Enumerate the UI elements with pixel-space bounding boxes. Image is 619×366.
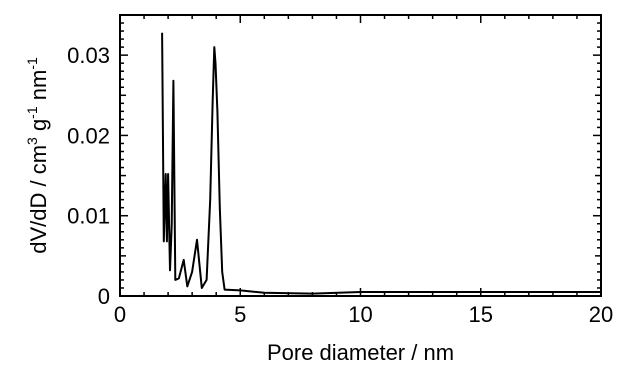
y-tick-label: 0.01: [67, 204, 110, 229]
y-axis-title-part: dV/dD / cm: [26, 145, 51, 254]
y-axis-title-part: nm: [26, 70, 51, 107]
plot-frame-group: [119, 14, 602, 297]
y-axis-title-superscript: -1: [24, 106, 40, 119]
y-tick-label: 0.02: [67, 123, 110, 148]
x-tick-label: 20: [589, 302, 613, 327]
y-tick-label: 0.03: [67, 43, 110, 68]
y-axis-title: dV/dD / cm3 g-1 nm-1: [24, 57, 51, 254]
x-tick-label: 5: [234, 302, 246, 327]
x-tick-label: 15: [469, 302, 493, 327]
x-axis-title: Pore diameter / nm: [267, 340, 454, 365]
y-axis-title-superscript: 3: [24, 137, 40, 145]
x-tick-label: 10: [348, 302, 372, 327]
series-line: [161, 32, 601, 295]
y-axis-title-superscript: -1: [24, 57, 40, 70]
y-axis-ticks: 0 0.01 0.02 0.03: [67, 14, 601, 309]
series-group: [161, 32, 601, 295]
y-axis-title-part: g: [26, 119, 51, 137]
y-tick-label: 0: [98, 284, 110, 309]
plot-frame: [119, 14, 602, 297]
x-tick-label: 0: [114, 302, 126, 327]
